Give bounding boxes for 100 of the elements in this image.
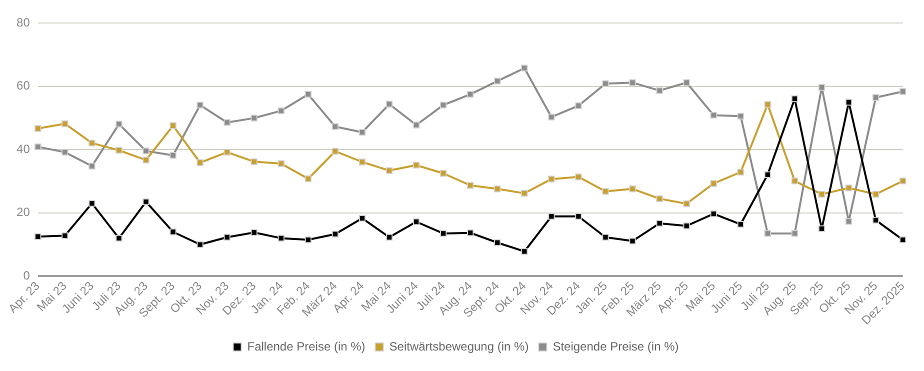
point (304, 175, 312, 182)
point (332, 148, 339, 155)
point (34, 125, 42, 132)
point (575, 213, 582, 220)
point (250, 158, 258, 166)
point (629, 79, 636, 86)
y-tick-label: 20 (16, 205, 30, 220)
point (791, 95, 798, 102)
point (629, 238, 636, 244)
point (602, 188, 609, 195)
point (683, 200, 690, 208)
point (358, 128, 366, 136)
point (521, 64, 528, 72)
point (872, 94, 880, 101)
point (899, 178, 906, 184)
y-tick-label: 80 (16, 16, 30, 30)
point (521, 190, 528, 197)
point (656, 195, 663, 202)
y-tick-label: 0 (23, 268, 30, 282)
point (548, 176, 555, 182)
point (62, 232, 68, 239)
point (116, 120, 122, 128)
point (818, 225, 826, 232)
point (88, 200, 96, 207)
y-tick-label: 60 (16, 78, 30, 93)
point (629, 186, 636, 192)
point (332, 230, 339, 238)
point (196, 241, 204, 248)
point (467, 91, 474, 98)
legend-label: Fallende Preise (in %) (247, 339, 366, 354)
point (899, 236, 906, 244)
point (142, 148, 150, 154)
point (494, 78, 501, 84)
point (521, 248, 528, 255)
point (818, 190, 826, 198)
point (412, 122, 420, 128)
point (278, 234, 284, 242)
point (386, 100, 393, 108)
point (412, 162, 420, 168)
point (440, 102, 447, 108)
legend-label: Steigende Preise (in %) (552, 339, 679, 354)
point (764, 101, 771, 108)
point (737, 112, 744, 120)
point (304, 91, 312, 98)
point (494, 186, 501, 192)
point (467, 229, 474, 236)
point (845, 184, 852, 192)
point (142, 156, 150, 164)
point (899, 88, 906, 95)
point (116, 234, 122, 242)
point (764, 171, 771, 178)
point (737, 168, 744, 176)
point (88, 162, 96, 170)
point (304, 236, 312, 244)
point (683, 79, 690, 86)
point (575, 102, 582, 110)
point (250, 229, 258, 236)
point (386, 234, 393, 241)
legend-label: Seitwärtsbewegung (in %) (389, 339, 529, 354)
point (250, 114, 258, 122)
point (278, 107, 284, 114)
point (170, 122, 176, 129)
point (764, 230, 771, 237)
point (440, 170, 447, 177)
point (845, 98, 852, 106)
y-tick-label: 40 (16, 142, 30, 156)
point (656, 87, 663, 94)
point (440, 230, 447, 237)
point (170, 228, 176, 236)
point (196, 102, 204, 108)
point (737, 220, 744, 228)
point (818, 84, 826, 91)
point (170, 152, 176, 159)
point (791, 178, 798, 184)
point (88, 140, 96, 146)
point (412, 218, 420, 226)
point (358, 158, 366, 166)
point (710, 180, 717, 187)
point (575, 174, 582, 180)
point (386, 167, 393, 174)
point (791, 230, 798, 237)
point (548, 213, 555, 220)
point (142, 198, 150, 206)
point (116, 146, 122, 154)
point (602, 80, 609, 87)
point (683, 222, 690, 230)
point (656, 220, 663, 227)
point (548, 114, 555, 120)
point (872, 216, 880, 224)
point (278, 160, 284, 167)
point (710, 210, 717, 218)
point (62, 120, 68, 128)
point (34, 233, 42, 240)
point (467, 182, 474, 189)
point (332, 123, 339, 130)
point (224, 119, 230, 126)
point (196, 159, 204, 166)
point (224, 234, 230, 241)
point (872, 190, 880, 198)
point (224, 148, 230, 156)
